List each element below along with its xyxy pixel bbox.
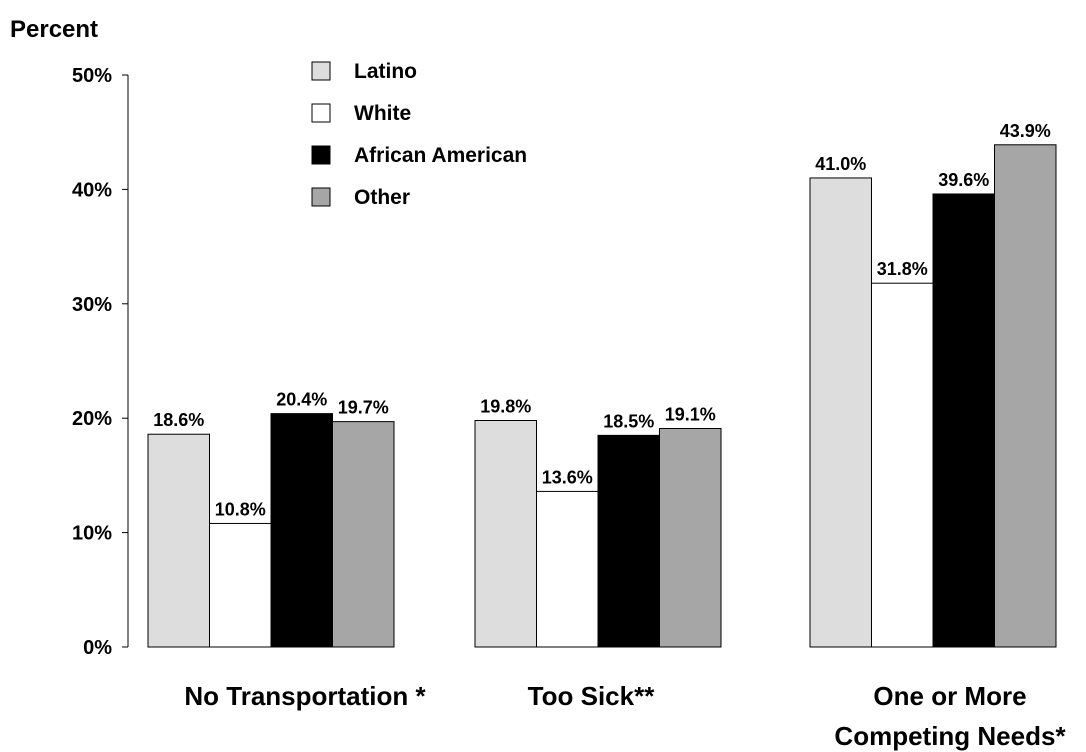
bar (994, 144, 1057, 648)
legend-label: Latino (354, 60, 417, 83)
data-label: 39.6% (938, 170, 989, 190)
y-axis: 0% 10% 20% 30% 40% 50% (72, 65, 129, 659)
data-label: 10.8% (215, 499, 266, 519)
bar (209, 522, 272, 648)
data-labels: 18.6% 10.8% 20.4% 19.7% 19.8% 13.6% 18.5% 19.1%… (153, 121, 1051, 520)
y-tick-label: 0% (83, 637, 112, 659)
bar (932, 193, 995, 648)
legend-swatch (311, 103, 331, 123)
data-label: 41.0% (815, 154, 866, 174)
legend-swatch (311, 145, 331, 165)
y-axis-title: Percent (10, 16, 98, 43)
legend-swatch (311, 61, 331, 81)
y-tick-label: 40% (72, 179, 112, 201)
bar (332, 421, 395, 648)
category-label: No Transportation * (184, 681, 426, 711)
legend: Latino White African American Other (311, 60, 527, 209)
bar (536, 490, 599, 648)
bar (597, 434, 660, 648)
data-label: 18.5% (603, 411, 654, 431)
y-tick-label: 50% (72, 65, 112, 87)
category-label: Competing Needs* (834, 721, 1066, 751)
bars (147, 144, 1057, 648)
data-label: 31.8% (877, 259, 928, 279)
legend-swatch (311, 187, 331, 207)
legend-label: Other (354, 186, 410, 209)
bar (147, 433, 210, 648)
data-label: 18.6% (153, 410, 204, 430)
data-label: 20.4% (276, 390, 327, 410)
bar (871, 282, 934, 648)
data-label: 43.9% (1000, 121, 1051, 141)
y-tick-label: 30% (72, 294, 112, 316)
legend-label: African American (354, 144, 527, 167)
category-labels: No Transportation * Too Sick** One or More… (184, 681, 1066, 751)
data-label: 19.7% (338, 398, 389, 418)
legend-label: White (354, 102, 411, 125)
y-tick-label: 10% (72, 523, 112, 545)
data-label: 19.1% (665, 404, 716, 424)
category-label: One or More (873, 681, 1026, 711)
bar (270, 413, 333, 648)
bar (474, 419, 537, 648)
bar (809, 177, 872, 648)
data-label: 13.6% (542, 467, 593, 487)
category-label: Too Sick** (528, 681, 656, 711)
y-tick-label: 20% (72, 408, 112, 430)
bar (659, 427, 722, 648)
data-label: 19.8% (480, 396, 531, 416)
